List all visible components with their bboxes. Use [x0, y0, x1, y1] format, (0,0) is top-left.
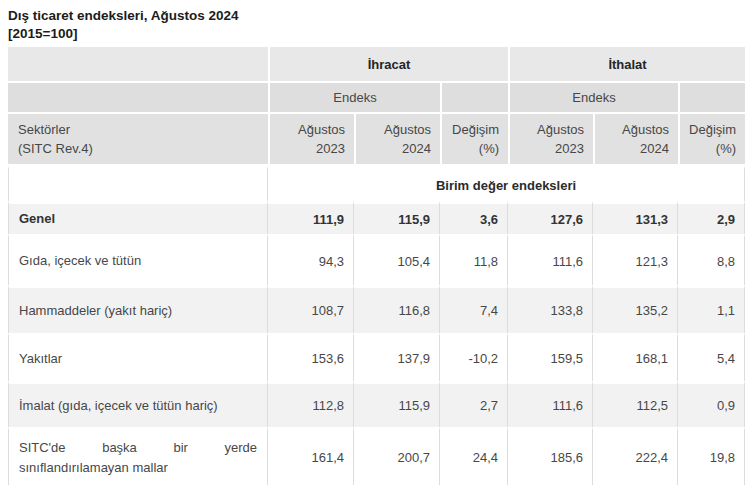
value-cell: 11,8 [440, 234, 508, 285]
value-cell: 3,6 [440, 201, 508, 234]
value-cell: 131,3 [593, 201, 678, 234]
table-row-sitc-other: SITC'de başka bir yerde sınıflandırılama… [8, 427, 745, 485]
section-header-unit-value: Birim değer endeksleri [268, 166, 745, 201]
value-cell: 115,9 [354, 201, 440, 234]
value-cell: 7,4 [440, 285, 508, 333]
sector-label: Gıda, içecek ve tütün [8, 234, 268, 285]
value-cell: 135,2 [593, 285, 678, 333]
column-header-aug2024-import: Ağustos 2024 [593, 114, 678, 166]
value-cell: 5,4 [678, 333, 745, 381]
table-row-gida: Gıda, içecek ve tütün 94,3 105,4 11,8 11… [8, 234, 745, 285]
value-cell: 168,1 [593, 333, 678, 381]
column-header-change-export: Değişim (%) [440, 114, 508, 166]
column-header-aug2023-export: Ağustos 2023 [268, 114, 354, 166]
subheader-blank-export-change [440, 83, 508, 114]
group-header-ihracat: İhracat [268, 47, 508, 83]
page-title: Dış ticaret endeksleri, Ağustos 2024 [8, 7, 745, 25]
trade-index-table: İhracat İthalat Endeks Endeks Sektörler … [8, 47, 745, 485]
sector-label: SITC'de başka bir yerde sınıflandırılama… [8, 427, 268, 485]
value-cell: 111,9 [268, 201, 354, 234]
stats-page: Dış ticaret endeksleri, Ağustos 2024 [20… [0, 0, 750, 485]
value-cell: 111,6 [508, 381, 593, 427]
value-cell: -10,2 [440, 333, 508, 381]
subheader-blank-import-change [678, 83, 745, 114]
value-cell: 153,6 [268, 333, 354, 381]
subheader-row: Endeks Endeks [8, 83, 745, 114]
column-header-row: Sektörler (SITC Rev.4) Ağustos 2023 Ağus… [8, 114, 745, 166]
value-cell: 94,3 [268, 234, 354, 285]
value-cell: 133,8 [508, 285, 593, 333]
subheader-endeks-import: Endeks [508, 83, 678, 114]
value-cell: 137,9 [354, 333, 440, 381]
value-cell: 2,7 [440, 381, 508, 427]
section-header-row: Birim değer endeksleri [8, 166, 745, 201]
value-cell: 1,1 [678, 285, 745, 333]
value-cell: 112,8 [268, 381, 354, 427]
column-header-aug2023-import: Ağustos 2023 [508, 114, 593, 166]
value-cell: 127,6 [508, 201, 593, 234]
table-row-imalat: İmalat (gıda, içecek ve tütün hariç) 112… [8, 381, 745, 427]
corner-blank-cell [8, 47, 268, 83]
value-cell: 8,8 [678, 234, 745, 285]
column-header-aug2024-export: Ağustos 2024 [354, 114, 440, 166]
sector-label: Hammaddeler (yakıt hariç) [8, 285, 268, 333]
section-blank-cell [8, 166, 268, 201]
value-cell: 185,6 [508, 427, 593, 485]
value-cell: 0,9 [678, 381, 745, 427]
sector-label: İmalat (gıda, içecek ve tütün hariç) [8, 381, 268, 427]
subheader-blank-cell [8, 83, 268, 114]
group-header-row: İhracat İthalat [8, 47, 745, 83]
value-cell: 116,8 [354, 285, 440, 333]
sector-label: Yakıtlar [8, 333, 268, 381]
value-cell: 115,9 [354, 381, 440, 427]
value-cell: 159,5 [508, 333, 593, 381]
table-row-yakitlar: Yakıtlar 153,6 137,9 -10,2 159,5 168,1 5… [8, 333, 745, 381]
sector-label: Genel [8, 201, 268, 234]
table-row-hammaddeler: Hammaddeler (yakıt hariç) 108,7 116,8 7,… [8, 285, 745, 333]
value-cell: 161,4 [268, 427, 354, 485]
value-cell: 112,5 [593, 381, 678, 427]
value-cell: 222,4 [593, 427, 678, 485]
group-header-ithalat: İthalat [508, 47, 745, 83]
table-row-genel: Genel 111,9 115,9 3,6 127,6 131,3 2,9 [8, 201, 745, 234]
index-base-note: [2015=100] [8, 25, 745, 43]
value-cell: 121,3 [593, 234, 678, 285]
value-cell: 24,4 [440, 427, 508, 485]
value-cell: 111,6 [508, 234, 593, 285]
value-cell: 19,8 [678, 427, 745, 485]
subheader-endeks-export: Endeks [268, 83, 440, 114]
value-cell: 2,9 [678, 201, 745, 234]
column-header-sectors: Sektörler (SITC Rev.4) [8, 114, 268, 166]
value-cell: 200,7 [354, 427, 440, 485]
value-cell: 105,4 [354, 234, 440, 285]
value-cell: 108,7 [268, 285, 354, 333]
column-header-change-import: Değişim (%) [678, 114, 745, 166]
